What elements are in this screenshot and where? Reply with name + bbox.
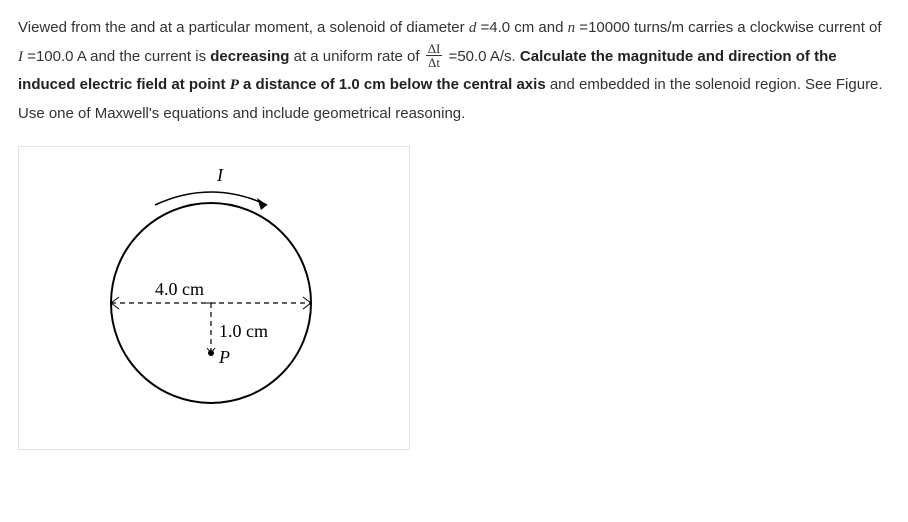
problem-statement: Viewed from the and at a particular mome…: [18, 14, 890, 128]
current-label: I: [216, 165, 224, 185]
value-n: 10000 turns/m: [588, 19, 684, 36]
text-fragment: .: [512, 48, 520, 65]
current-arrowhead-icon: [257, 198, 267, 210]
value-d: 4.0 cm: [489, 19, 534, 36]
text-fragment: and the current is: [86, 48, 210, 65]
eq: =: [444, 48, 457, 65]
eq: =: [575, 19, 588, 36]
text-fragment: and: [534, 19, 567, 36]
fraction-di-dt: ΔIΔt: [426, 42, 443, 70]
text-fragment: at a uniform rate of: [289, 48, 423, 65]
text-fragment: Viewed from the and at a particular mome…: [18, 19, 469, 36]
diameter-label: 4.0 cm: [155, 279, 204, 299]
value-rate: 50.0 A/s: [457, 48, 511, 65]
text-fragment: carries a clockwise current of: [684, 19, 882, 36]
bold-decreasing: decreasing: [210, 48, 289, 65]
bold-question-2: a distance of 1.0 cm below the central a…: [239, 76, 546, 93]
fraction-numerator: ΔI: [426, 42, 443, 57]
figure-container: I 4.0 cm 1.0 cm P: [18, 146, 410, 450]
eq: =: [476, 19, 489, 36]
bold-symbol-p: P: [230, 77, 239, 93]
eq: =: [23, 48, 36, 65]
point-distance-label: 1.0 cm: [219, 321, 268, 341]
value-i: 100.0 A: [36, 48, 86, 65]
point-p-label: P: [218, 347, 230, 367]
fraction-denominator: Δt: [426, 56, 443, 70]
solenoid-figure: I 4.0 cm 1.0 cm P: [49, 157, 379, 435]
